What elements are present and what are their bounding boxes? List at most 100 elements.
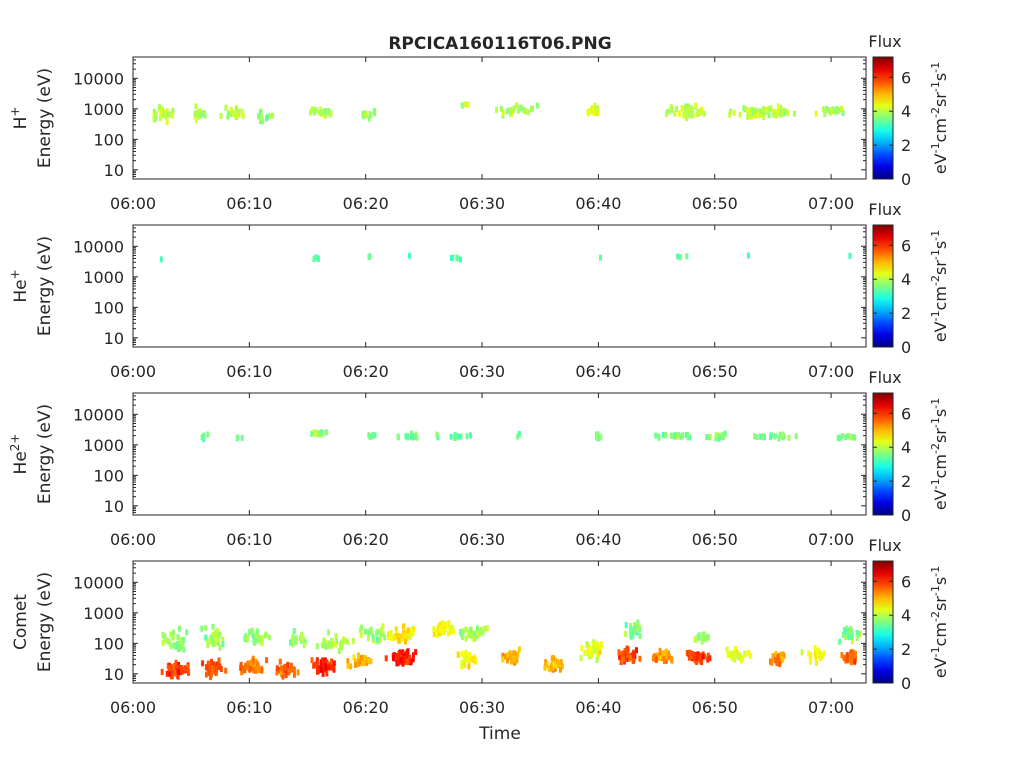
flux-pixel [371,631,374,637]
flux-pixel [194,103,198,110]
flux-pixel [179,669,183,676]
flux-pixel [759,111,763,118]
flux-pixel [209,635,213,642]
x-tick-label: 06:30 [459,530,505,549]
flux-pixel [260,667,264,674]
flux-pixel [358,659,362,666]
flux-pixel [381,623,385,630]
flux-pixel [543,664,547,671]
x-axis-label: Time [478,724,521,744]
flux-pixel [509,110,513,117]
flux-pixel [248,665,252,672]
flux-pixel [398,633,401,640]
flux-pixel [769,433,773,440]
flux-pixel [194,117,198,124]
flux-pixel [204,625,208,631]
x-tick-label: 06:00 [110,698,156,717]
flux-pixel [595,640,599,647]
flux-pixel [165,108,169,115]
flux-pixel [286,661,290,668]
plot-area [133,225,866,347]
flux-pixel [583,649,587,656]
flux-pixel [580,645,584,652]
colorbar [872,56,894,180]
colorbar-tick-label: 2 [901,304,911,323]
flux-pixel [696,111,700,118]
flux-pixel [454,433,458,439]
unit-part: sr [931,92,950,107]
flux-pixel [632,651,635,658]
flux-pixel [226,110,230,117]
flux-pixel [237,108,241,115]
flux-pixel [406,627,410,634]
flux-pixel [760,110,764,117]
flux-pixel [450,624,453,631]
flux-pixel [161,632,165,638]
flux-pixel [776,103,780,110]
flux-pixel [596,435,600,442]
flux-pixel [460,102,464,109]
unit-exponent: -1 [929,417,942,428]
flux-pixel [290,666,294,673]
flux-pixel [632,657,636,664]
flux-pixel [849,434,853,441]
flux-pixel [368,434,372,440]
flux-pixel [249,659,253,666]
x-tick-label: 06:10 [226,194,272,213]
flux-pixel [176,634,180,641]
flux-pixel [345,638,349,645]
flux-pixel [629,633,633,640]
flux-pixel [164,113,168,120]
flux-pixel [485,625,489,632]
flux-pixel [172,664,176,671]
flux-pixel [652,654,656,661]
flux-pixel [176,646,180,653]
flux-pixel [716,432,720,439]
flux-pixel [177,669,181,676]
unit-part: sr [931,260,950,275]
flux-pixel [159,256,163,263]
x-tick-label: 06:10 [226,362,272,381]
flux-pixel [501,656,505,663]
flux-pixel [700,638,704,645]
species-charge: + [8,269,22,279]
flux-pixel [743,650,747,657]
flux-pixel [840,652,844,659]
flux-pixel [252,637,256,644]
flux-pixel [509,653,513,660]
flux-pixel [412,626,416,633]
flux-pixel [682,112,686,119]
unit-part: sr [931,596,950,611]
flux-pixel [171,634,175,641]
flux-pixel [367,254,371,260]
flux-pixel [312,256,316,263]
flux-pixel [251,632,255,639]
flux-pixel [843,655,847,662]
flux-pixel [360,624,363,631]
flux-pixel [691,107,694,114]
flux-pixel [447,630,450,637]
flux-pixel [434,629,438,636]
flux-pixel [364,111,368,118]
flux-pixel [503,653,507,660]
flux-pixel [221,641,225,648]
unit-part: s [931,241,950,249]
flux-pixel [850,633,854,640]
flux-pixel [217,663,220,670]
flux-pixel [204,671,208,678]
flux-pixel [185,629,189,636]
flux-pixel [667,650,671,657]
flux-pixel [667,653,671,660]
flux-pixel [778,661,782,667]
flux-pixel [742,105,746,112]
plot-area [133,561,866,683]
flux-pixel [326,661,330,668]
flux-pixel [735,649,739,656]
flux-pixel [291,641,295,648]
flux-pixel [206,660,210,667]
flux-pixel [835,105,838,112]
flux-pixel [392,655,395,662]
flux-pixel [293,638,297,645]
flux-pixel [686,434,690,441]
flux-pixel [159,109,163,116]
